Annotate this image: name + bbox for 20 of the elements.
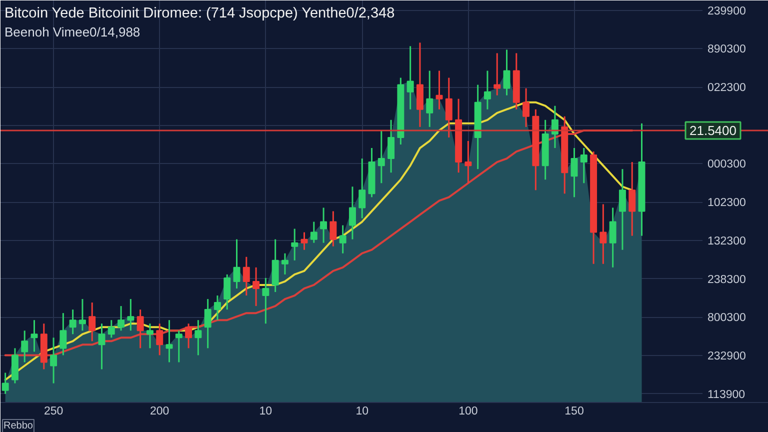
text: 232900 [708, 350, 746, 362]
text: 238300 [708, 274, 746, 286]
x-tick-label: 250 [44, 406, 64, 418]
x-tick-label: 10 [356, 406, 369, 418]
text: 113900 [708, 388, 746, 401]
text: 132300 [708, 235, 746, 248]
text: Rebbo [4, 420, 34, 432]
x-tick-label: 200 [150, 406, 170, 418]
text: 022300 [708, 82, 746, 94]
x-tick-label: 10 [259, 406, 272, 418]
x-tick-label: 150 [564, 406, 584, 418]
text: 102300 [708, 197, 746, 210]
chart-subtitle: Beenoh Vimee0/14,988 [4, 24, 140, 40]
x-tick-label: 100 [458, 406, 478, 418]
text: 800300 [708, 312, 746, 324]
text: 000300 [708, 158, 746, 171]
text: 890300 [708, 44, 746, 56]
chart-title: Bitcoin Yede Bitcoinit Diromee: (714 Jsopcpe) Yenthe0/2,348 [4, 6, 395, 22]
text: 239900 [708, 5, 746, 18]
annotation: 21.5400 [690, 122, 736, 138]
